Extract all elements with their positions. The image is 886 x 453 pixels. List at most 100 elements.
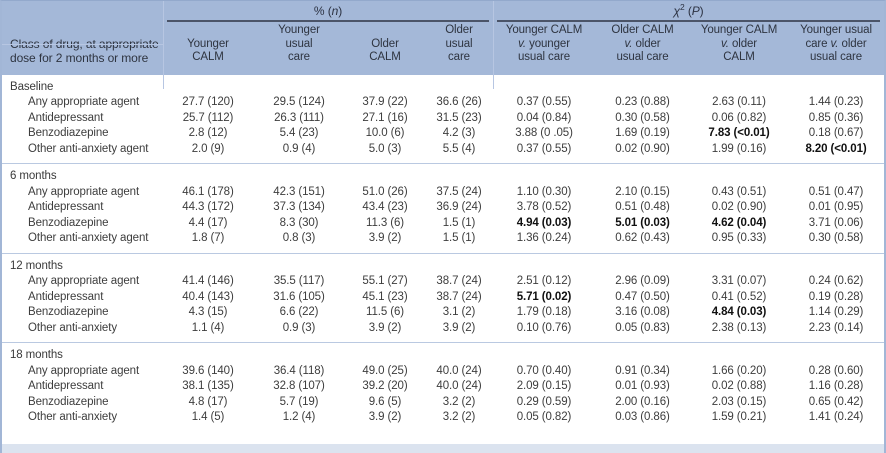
value-cell: 0.05 (0.82) (516, 411, 572, 423)
stub-header: Class of drug, at appropriate dose for 2… (10, 36, 159, 65)
drug-name-cell: Other anti-anxiety (28, 321, 117, 334)
column-header: Older CALM (369, 37, 401, 64)
section-label-row: 12 months (2, 253, 884, 274)
value-cell: 5.71 (0.02) (516, 290, 572, 303)
value-cell: 3.31 (0.07) (711, 275, 767, 287)
value-cell: 2.10 (0.15) (615, 185, 670, 198)
value-cell: 0.02 (0.90) (711, 201, 767, 213)
drug-name-cell: Other anti-anxiety agent (28, 232, 149, 244)
value-cell: 2.38 (0.13) (711, 321, 767, 334)
header-divider-groups (493, 1, 494, 89)
value-cell: 3.2 (2) (442, 395, 476, 408)
value-cell: 1.66 (0.20) (711, 364, 767, 377)
value-cell: 3.9 (2) (368, 411, 402, 423)
value-cell: 0.10 (0.76) (516, 321, 572, 334)
value-cell: 4.84 (0.03) (711, 306, 767, 318)
value-cell: 3.16 (0.08) (615, 306, 670, 318)
section-label-row: 18 months (2, 343, 884, 364)
section-label-row: Baseline (2, 75, 884, 96)
value-cell: 40.0 (24) (436, 364, 482, 377)
column-header: Older usual care (445, 24, 473, 63)
p-variable: P (691, 4, 700, 18)
value-cell: 0.03 (0.86) (615, 411, 670, 423)
value-cell: 3.9 (2) (442, 321, 476, 334)
value-cell: 0.43 (0.51) (711, 185, 767, 198)
value-cell: 6.6 (22) (279, 306, 319, 318)
drug-name-cell: Antidepressant (28, 201, 104, 213)
chi-symbol: χ (673, 4, 681, 18)
value-cell: 4.62 (0.04) (711, 216, 767, 229)
value-cell: 9.6 (5) (368, 395, 402, 408)
value-cell: 1.99 (0.16) (711, 142, 767, 155)
value-cell: 0.65 (0.42) (808, 395, 864, 408)
chi-exponent: 2 (679, 2, 685, 12)
table-row: Any appropriate agent 41.4 (146) 35.5 (117… (2, 274, 884, 290)
value-cell: 40.4 (143) (182, 290, 234, 303)
value-cell: 2.03 (0.15) (711, 395, 767, 408)
value-cell: 0.02 (0.90) (615, 142, 670, 155)
value-cell: 0.70 (0.40) (516, 364, 572, 377)
value-cell: 4.2 (3) (442, 127, 476, 139)
value-cell: 0.29 (0.59) (516, 395, 572, 408)
drug-name-cell: Antidepressant (28, 111, 104, 124)
value-cell: 2.51 (0.12) (516, 275, 572, 287)
value-cell: 0.04 (0.84) (516, 111, 572, 124)
value-cell: 31.6 (105) (273, 290, 325, 303)
table-row: Antidepressant 40.4 (143) 31.6 (105) 45.1 (… (2, 290, 884, 306)
value-cell: 26.3 (111) (274, 111, 324, 124)
value-cell: 35.5 (117) (273, 275, 325, 287)
value-cell: 1.14 (0.29) (808, 306, 864, 318)
value-cell: 51.0 (26) (362, 185, 408, 198)
drug-name-cell: Other anti-anxiety (28, 411, 117, 423)
value-cell: 2.8 (12) (188, 127, 228, 139)
value-cell: 3.1 (2) (442, 306, 476, 318)
section-12-months: 12 months Any appropriate agent 41.4 (146)… (2, 253, 884, 343)
value-cell: 0.8 (3) (282, 232, 316, 244)
percent-n-group-header: % (n) (163, 1, 493, 24)
drug-name-cell: Benzodiazepine (28, 216, 109, 229)
value-cell: 0.06 (0.82) (711, 111, 767, 124)
value-cell: 1.59 (0.21) (711, 411, 767, 423)
value-cell: 0.51 (0.48) (615, 201, 670, 213)
column-header: Older CALM v. older usual care (611, 24, 674, 63)
value-cell: 38.7 (24) (436, 290, 482, 303)
value-cell: 39.2 (20) (362, 380, 408, 392)
value-cell: 8.3 (30) (279, 216, 319, 229)
value-cell: 0.91 (0.34) (615, 364, 670, 377)
value-cell: 0.18 (0.67) (808, 127, 864, 139)
section-label: Baseline (10, 80, 54, 93)
group-header-row: Class of drug, at appropriate dose for 2… (2, 1, 884, 64)
n-variable: n (331, 4, 339, 18)
value-cell: 0.02 (0.88) (711, 380, 767, 392)
table-row: Any appropriate agent 27.7 (120) 29.5 (124… (2, 95, 884, 111)
value-cell: 0.37 (0.55) (516, 96, 572, 108)
value-cell: 1.79 (0.18) (516, 306, 572, 318)
value-cell: 32.8 (107) (273, 380, 325, 392)
section-label: 6 months (10, 170, 57, 182)
table-row: Antidepressant 38.1 (135) 32.8 (107) 39.2 (… (2, 379, 884, 395)
value-cell: 27.7 (120) (182, 96, 234, 108)
value-cell: 0.05 (0.83) (615, 321, 670, 334)
value-cell: 3.9 (2) (368, 321, 402, 334)
value-cell: 49.0 (25) (362, 364, 408, 377)
value-cell: 46.1 (178) (182, 185, 234, 198)
value-cell: 0.85 (0.36) (808, 111, 864, 124)
value-cell: 38.1 (135) (182, 380, 234, 392)
value-cell: 5.7 (19) (279, 395, 319, 408)
value-cell: 1.5 (1) (442, 216, 476, 229)
value-cell: 0.24 (0.62) (808, 275, 864, 287)
value-cell: 8.20 (<0.01) (805, 142, 867, 155)
value-cell: 0.51 (0.47) (808, 185, 864, 198)
value-cell: 2.23 (0.14) (808, 321, 864, 334)
section-label: 12 months (10, 259, 63, 272)
table-row: Other anti-anxiety 1.1 (4) 0.9 (3) 3.9 (2) 3… (2, 321, 884, 343)
column-header: Younger CALM (187, 37, 229, 64)
table-row: Benzodiazepine 4.8 (17) 5.7 (19) 9.6 (5) 3.2… (2, 395, 884, 411)
drug-name-cell: Any appropriate agent (28, 96, 140, 108)
table-row: Other anti-anxiety agent 2.0 (9) 0.9 (4) 5.… (2, 142, 884, 164)
value-cell: 2.09 (0.15) (516, 380, 572, 392)
table-row: Other anti-anxiety 1.4 (5) 1.2 (4) 3.9 (2) 3… (2, 410, 884, 432)
value-cell: 5.4 (23) (279, 127, 319, 139)
value-cell: 0.9 (4) (282, 142, 316, 155)
value-cell: 37.5 (24) (436, 185, 482, 198)
